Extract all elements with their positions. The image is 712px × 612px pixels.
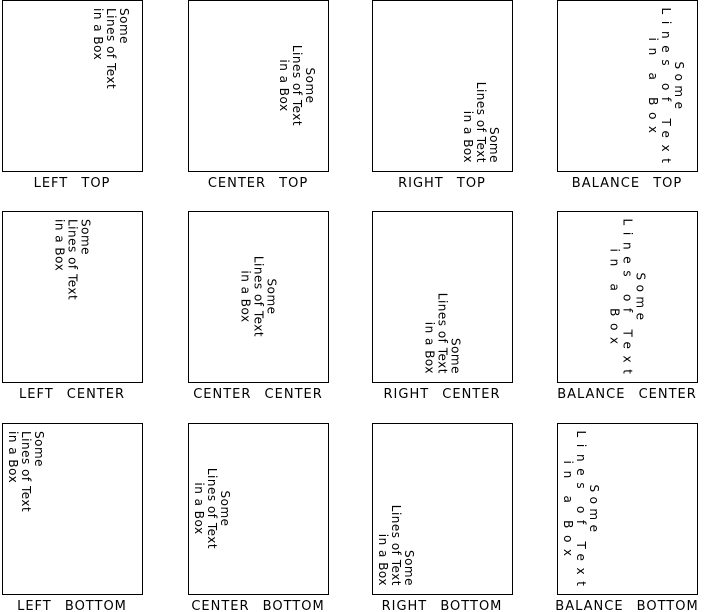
text-line: in a Box	[423, 322, 437, 374]
text-line: in a Box	[53, 219, 67, 271]
text-line: Some	[449, 338, 463, 374]
panel-label: BALANCE BOTTOM	[555, 599, 698, 612]
text-line: Lines of Text	[205, 468, 219, 549]
text-line: Some	[587, 485, 601, 533]
box	[2, 423, 143, 595]
panel-label: LEFT BOTTOM	[17, 599, 127, 612]
text-line: Lines of Text	[474, 82, 488, 163]
text-line: in a Box	[376, 534, 390, 586]
text-line: in a Box	[192, 482, 206, 534]
text-line: Some	[117, 8, 131, 44]
text-line: in a Box	[6, 431, 20, 483]
panel-label: LEFT TOP	[34, 176, 111, 191]
panel-label: BALANCE CENTER	[557, 387, 697, 402]
text-line: Some	[79, 219, 93, 255]
box	[188, 423, 329, 595]
text-line: Some	[218, 490, 232, 526]
text-line: Lines of Text	[66, 219, 80, 300]
box	[372, 0, 513, 172]
text-line: Some	[672, 62, 686, 110]
text-line: Lines of Text	[436, 293, 450, 374]
panel-label: RIGHT TOP	[398, 176, 486, 191]
text-line: Some	[634, 273, 648, 321]
box	[188, 0, 329, 172]
box	[2, 211, 143, 383]
box	[372, 423, 513, 595]
box	[557, 0, 698, 172]
panel-label: LEFT CENTER	[19, 387, 125, 402]
text-line: Lines of Text	[252, 256, 266, 337]
text-line: in a Box	[461, 111, 475, 163]
box	[557, 423, 698, 595]
text-line: Lines of Text	[104, 8, 118, 89]
box	[188, 211, 329, 383]
box	[372, 211, 513, 383]
panel-label: BALANCE TOP	[572, 176, 682, 191]
panel-label: RIGHT BOTTOM	[382, 599, 503, 612]
text-line: Some	[487, 127, 501, 163]
text-line: Some	[32, 431, 46, 467]
text-line: Some	[303, 67, 317, 103]
box	[2, 0, 143, 172]
text-line: Lines of Text	[389, 505, 403, 586]
text-line: in a Box	[239, 270, 253, 322]
panel-label: CENTER CENTER	[193, 387, 323, 402]
panel-label: RIGHT CENTER	[384, 387, 501, 402]
text-line: Some	[402, 550, 416, 586]
panel-label: CENTER TOP	[208, 176, 308, 191]
box	[557, 211, 698, 383]
text-line: Some	[265, 278, 279, 314]
panel-label: CENTER BOTTOM	[191, 599, 324, 612]
text-line: Lines of Text	[19, 431, 33, 512]
text-line: in a Box	[277, 59, 291, 111]
text-line: in a Box	[91, 8, 105, 60]
text-line: Lines of Text	[290, 45, 304, 126]
